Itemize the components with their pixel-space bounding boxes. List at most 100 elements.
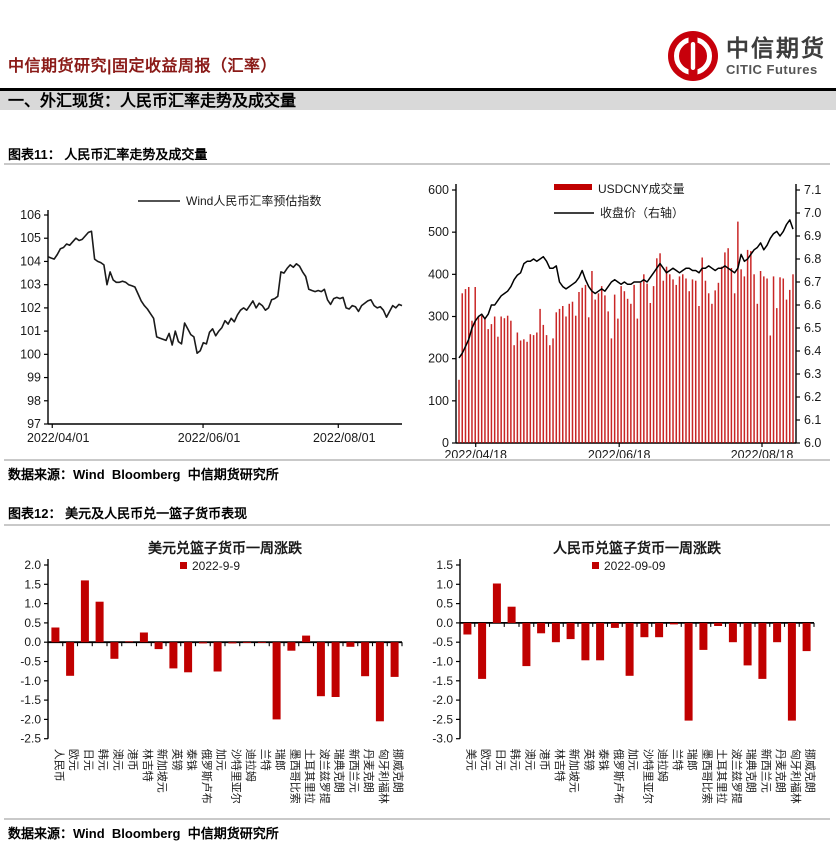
svg-text:丹麦克朗: 丹麦克朗	[774, 749, 787, 793]
svg-text:2.0: 2.0	[24, 558, 41, 572]
svg-text:1.0: 1.0	[24, 597, 41, 611]
svg-text:加元: 加元	[215, 749, 228, 771]
citic-logo: 中信期货 CITIC Futures	[667, 30, 826, 82]
svg-text:泰铢: 泰铢	[597, 749, 611, 771]
svg-text:波兰兹罗提: 波兰兹罗提	[318, 749, 331, 804]
svg-text:2022/06/01: 2022/06/01	[178, 431, 241, 445]
svg-text:2022/04/18: 2022/04/18	[444, 448, 507, 458]
svg-text:瑞典克朗: 瑞典克朗	[745, 749, 759, 793]
svg-text:-2.0: -2.0	[432, 693, 453, 707]
svg-text:挪威克朗: 挪威克朗	[804, 749, 818, 793]
svg-text:500: 500	[428, 225, 449, 239]
svg-text:韩元: 韩元	[97, 749, 111, 771]
svg-text:0.5: 0.5	[24, 616, 41, 630]
svg-text:人民币兑篮子货币一周涨跌: 人民币兑篮子货币一周涨跌	[553, 540, 722, 556]
svg-text:103: 103	[20, 278, 41, 292]
svg-text:迪拉姆: 迪拉姆	[656, 749, 670, 782]
svg-text:97: 97	[27, 417, 41, 431]
svg-text:沙特里亚尔: 沙特里亚尔	[641, 749, 655, 804]
svg-text:200: 200	[428, 352, 449, 366]
svg-text:-2.0: -2.0	[20, 712, 41, 726]
svg-text:匈牙利福林: 匈牙利福林	[377, 749, 391, 804]
svg-text:新西兰元: 新西兰元	[759, 749, 773, 793]
svg-text:墨西哥比索: 墨西哥比索	[288, 749, 302, 804]
figure12-caption: 图表12： 美元及人民币兑一篮子货币表现	[8, 506, 248, 521]
svg-text:6.0: 6.0	[804, 436, 821, 450]
svg-text:USDCNY成交量: USDCNY成交量	[598, 181, 685, 196]
svg-text:6.7: 6.7	[804, 275, 821, 289]
divider	[4, 524, 830, 526]
svg-text:沙特里亚尔: 沙特里亚尔	[229, 749, 243, 804]
svg-text:挪威克朗: 挪威克朗	[392, 749, 406, 793]
svg-text:0.0: 0.0	[24, 635, 41, 649]
svg-text:1.5: 1.5	[436, 558, 453, 572]
logo-en-label: CITIC Futures	[726, 61, 818, 77]
svg-text:6.3: 6.3	[804, 367, 821, 381]
svg-text:加元: 加元	[627, 749, 640, 771]
svg-text:Wind人民币汇率预估指数: Wind人民币汇率预估指数	[186, 193, 321, 208]
svg-text:土耳其里拉: 土耳其里拉	[303, 749, 317, 804]
svg-text:欧元: 欧元	[67, 749, 80, 771]
figure12-source: 数据来源：Wind Bloomberg 中信期货研究所	[8, 826, 279, 841]
svg-text:99: 99	[27, 371, 41, 385]
svg-text:新加坡元: 新加坡元	[156, 749, 170, 793]
section-title-bar: 一、外汇现货：人民币汇率走势及成交量	[0, 88, 836, 110]
svg-text:港币: 港币	[538, 749, 551, 771]
svg-text:100: 100	[20, 347, 41, 361]
svg-text:6.4: 6.4	[804, 344, 821, 358]
svg-text:港币: 港币	[126, 749, 139, 771]
svg-text:英镑: 英镑	[170, 749, 184, 771]
svg-text:收盘价（右轴）: 收盘价（右轴）	[600, 205, 684, 220]
svg-text:6.5: 6.5	[804, 321, 821, 335]
svg-text:6.6: 6.6	[804, 298, 821, 312]
figure11-caption: 图表11： 人民币汇率走势及成交量	[8, 147, 208, 162]
svg-text:韩元: 韩元	[509, 749, 523, 771]
svg-text:土耳其里拉: 土耳其里拉	[715, 749, 729, 804]
svg-text:英镑: 英镑	[582, 749, 596, 771]
svg-text:2022-9-9: 2022-9-9	[192, 559, 240, 573]
svg-text:600: 600	[428, 183, 449, 197]
svg-text:日元: 日元	[494, 749, 506, 771]
svg-text:美元: 美元	[464, 749, 477, 771]
svg-text:新西兰元: 新西兰元	[347, 749, 361, 793]
svg-text:澳元: 澳元	[111, 749, 124, 771]
svg-text:新加坡元: 新加坡元	[568, 749, 582, 793]
svg-text:匈牙利福林: 匈牙利福林	[789, 749, 803, 804]
svg-text:98: 98	[27, 394, 41, 408]
svg-text:俄罗斯卢布: 俄罗斯卢布	[200, 749, 213, 804]
svg-text:澳元: 澳元	[523, 749, 536, 771]
svg-text:7.0: 7.0	[804, 206, 821, 220]
svg-text:-1.5: -1.5	[432, 674, 453, 688]
citic-logo-icon	[667, 30, 719, 82]
svg-text:102: 102	[20, 301, 41, 315]
svg-text:6.8: 6.8	[804, 252, 821, 266]
svg-text:2022/06/18: 2022/06/18	[588, 448, 651, 458]
svg-text:丹麦克朗: 丹麦克朗	[362, 749, 375, 793]
svg-text:101: 101	[20, 324, 41, 338]
svg-text:-1.5: -1.5	[20, 693, 41, 707]
svg-text:2022/08/18: 2022/08/18	[731, 448, 794, 458]
svg-text:泰铢: 泰铢	[185, 749, 199, 771]
cny-basket-weekly-chart: 人民币兑篮子货币一周涨跌 2022-09-09 1.5 1.0 0.5 0.0 -0.5 -1…	[432, 540, 818, 804]
logo-text: 中信期货 CITIC Futures	[726, 36, 826, 77]
svg-text:欧元: 欧元	[479, 749, 492, 771]
svg-text:美元兑篮子货币一周涨跌: 美元兑篮子货币一周涨跌	[148, 540, 303, 556]
svg-text:6.2: 6.2	[804, 390, 821, 404]
svg-text:林吉特: 林吉特	[553, 749, 567, 782]
svg-text:-1.0: -1.0	[432, 655, 453, 669]
svg-text:0: 0	[442, 436, 449, 450]
svg-text:-3.0: -3.0	[432, 732, 453, 746]
figure11-source: 数据来源：Wind Bloomberg 中信期货研究所	[8, 467, 279, 482]
svg-text:-0.5: -0.5	[20, 655, 41, 669]
svg-text:-1.0: -1.0	[20, 674, 41, 688]
svg-text:2022/04/01: 2022/04/01	[27, 431, 90, 445]
svg-text:400: 400	[428, 267, 449, 281]
svg-text:2022/08/01: 2022/08/01	[313, 431, 376, 445]
svg-text:俄罗斯卢布: 俄罗斯卢布	[612, 749, 625, 804]
divider	[4, 163, 830, 165]
figure11-charts: Wind人民币汇率预估指数 97 98 99 100 101 102 103 104 105 106…	[2, 168, 834, 458]
divider	[4, 459, 830, 461]
svg-text:迪拉姆: 迪拉姆	[244, 749, 258, 782]
